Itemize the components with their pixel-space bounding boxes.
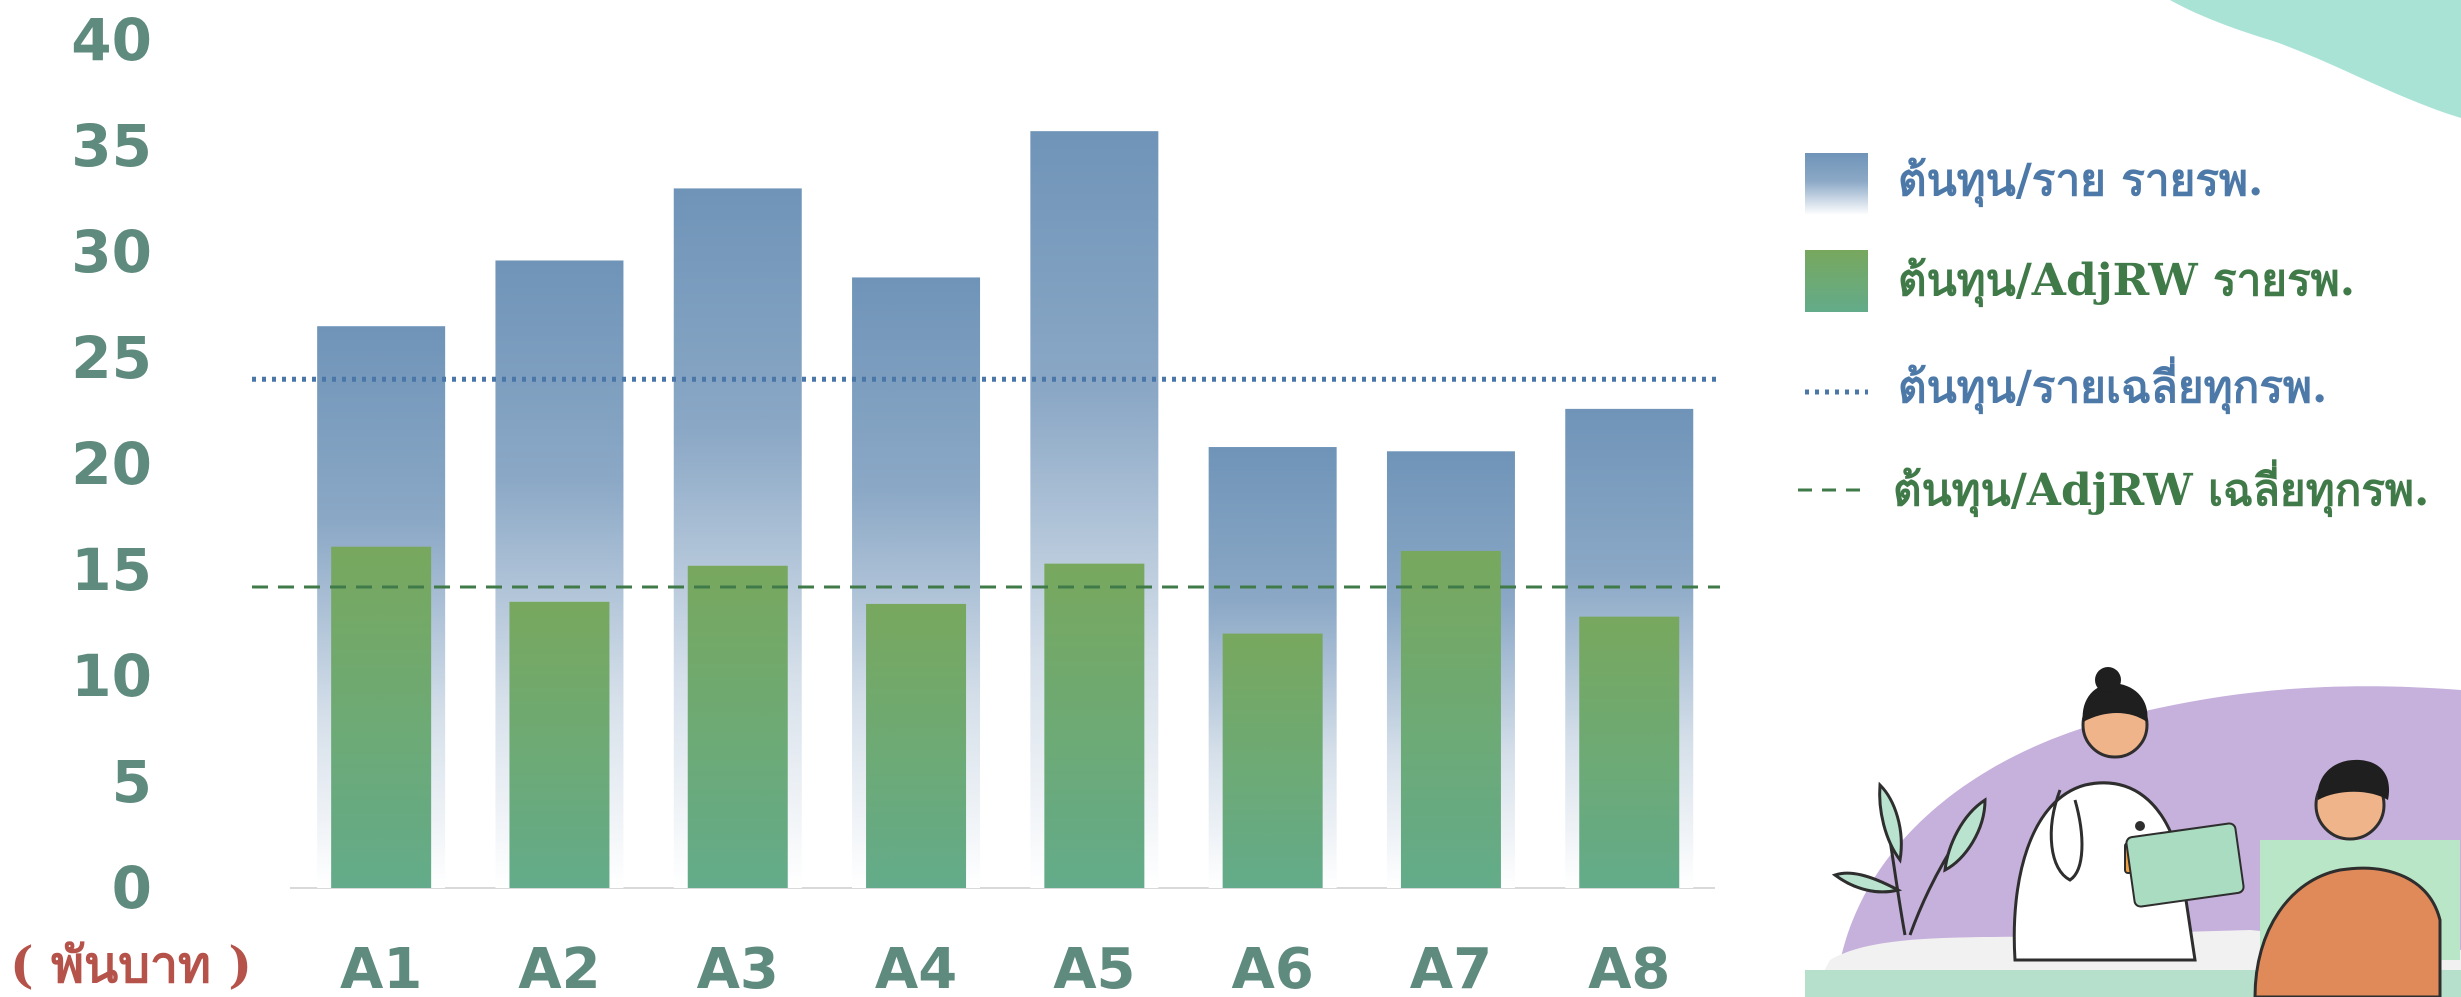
legend-swatch-green <box>1805 250 1868 312</box>
y-axis-unit-label: ( พันบาท ) <box>10 935 252 994</box>
legend-label-cost-per-adjrw: ต้นทุน/AdjRW รายรพ. <box>1898 255 2355 308</box>
y-tick-labels: 0 5 10 15 20 25 30 35 40 <box>71 6 152 922</box>
bar-cost-per-adjrw-a2 <box>509 601 610 888</box>
bar-cost-per-adjrw-a3 <box>687 565 788 888</box>
x-tick-a6: A6 <box>1231 937 1313 997</box>
legend-label-avg-cost-per-case: ต้นทุน/รายเฉลี่ยทุกรพ. <box>1898 356 2327 415</box>
x-tick-a8: A8 <box>1588 937 1670 997</box>
y-tick-10: 10 <box>71 642 152 710</box>
legend-item-avg-cost-per-case: ต้นทุน/รายเฉลี่ยทุกรพ. <box>1805 356 2327 415</box>
bar-cost-per-adjrw-a6 <box>1222 633 1323 888</box>
bar-cost-per-adjrw-a4 <box>866 603 967 888</box>
y-tick-25: 25 <box>71 324 152 392</box>
doctor-and-patient-illustration <box>1805 667 2461 997</box>
x-tick-a3: A3 <box>697 937 779 997</box>
bar-cost-per-adjrw-a1 <box>331 546 432 888</box>
y-tick-35: 35 <box>71 112 152 180</box>
bar-cost-per-adjrw-a7 <box>1400 550 1501 888</box>
legend-label-avg-cost-per-adjrw: ต้นทุน/AdjRW เฉลี่ยทุกรพ. <box>1893 459 2429 518</box>
legend-item-avg-cost-per-adjrw: ต้นทุน/AdjRW เฉลี่ยทุกรพ. <box>1798 459 2429 518</box>
y-tick-0: 0 <box>112 854 152 922</box>
y-tick-15: 15 <box>71 536 152 604</box>
x-tick-a1: A1 <box>340 937 422 997</box>
y-tick-20: 20 <box>71 430 152 498</box>
legend-item-cost-per-adjrw: ต้นทุน/AdjRW รายรพ. <box>1805 250 2355 312</box>
corner-blob-decoration <box>2170 0 2461 118</box>
x-tick-a5: A5 <box>1053 937 1135 997</box>
x-tick-a2: A2 <box>518 937 600 997</box>
legend-label-cost-per-case: ต้นทุน/ราย รายรพ. <box>1898 155 2263 208</box>
x-tick-a4: A4 <box>875 937 957 997</box>
legend: ต้นทุน/ราย รายรพ. ต้นทุน/AdjRW รายรพ. ต้… <box>1798 153 2429 518</box>
x-tick-labels: A1 A2 A3 A4 A5 A6 A7 A8 <box>340 937 1670 997</box>
series-cost-per-adjrw <box>331 546 1680 888</box>
reference-lines <box>252 376 1720 589</box>
x-tick-a7: A7 <box>1410 937 1492 997</box>
bar-cost-per-adjrw-a5 <box>1044 563 1145 888</box>
legend-swatch-blue <box>1805 153 1868 215</box>
y-tick-40: 40 <box>71 6 152 74</box>
y-tick-5: 5 <box>112 748 152 816</box>
bar-cost-per-adjrw-a8 <box>1579 616 1680 888</box>
y-tick-30: 30 <box>71 218 152 286</box>
legend-item-cost-per-case: ต้นทุน/ราย รายรพ. <box>1805 153 2263 215</box>
